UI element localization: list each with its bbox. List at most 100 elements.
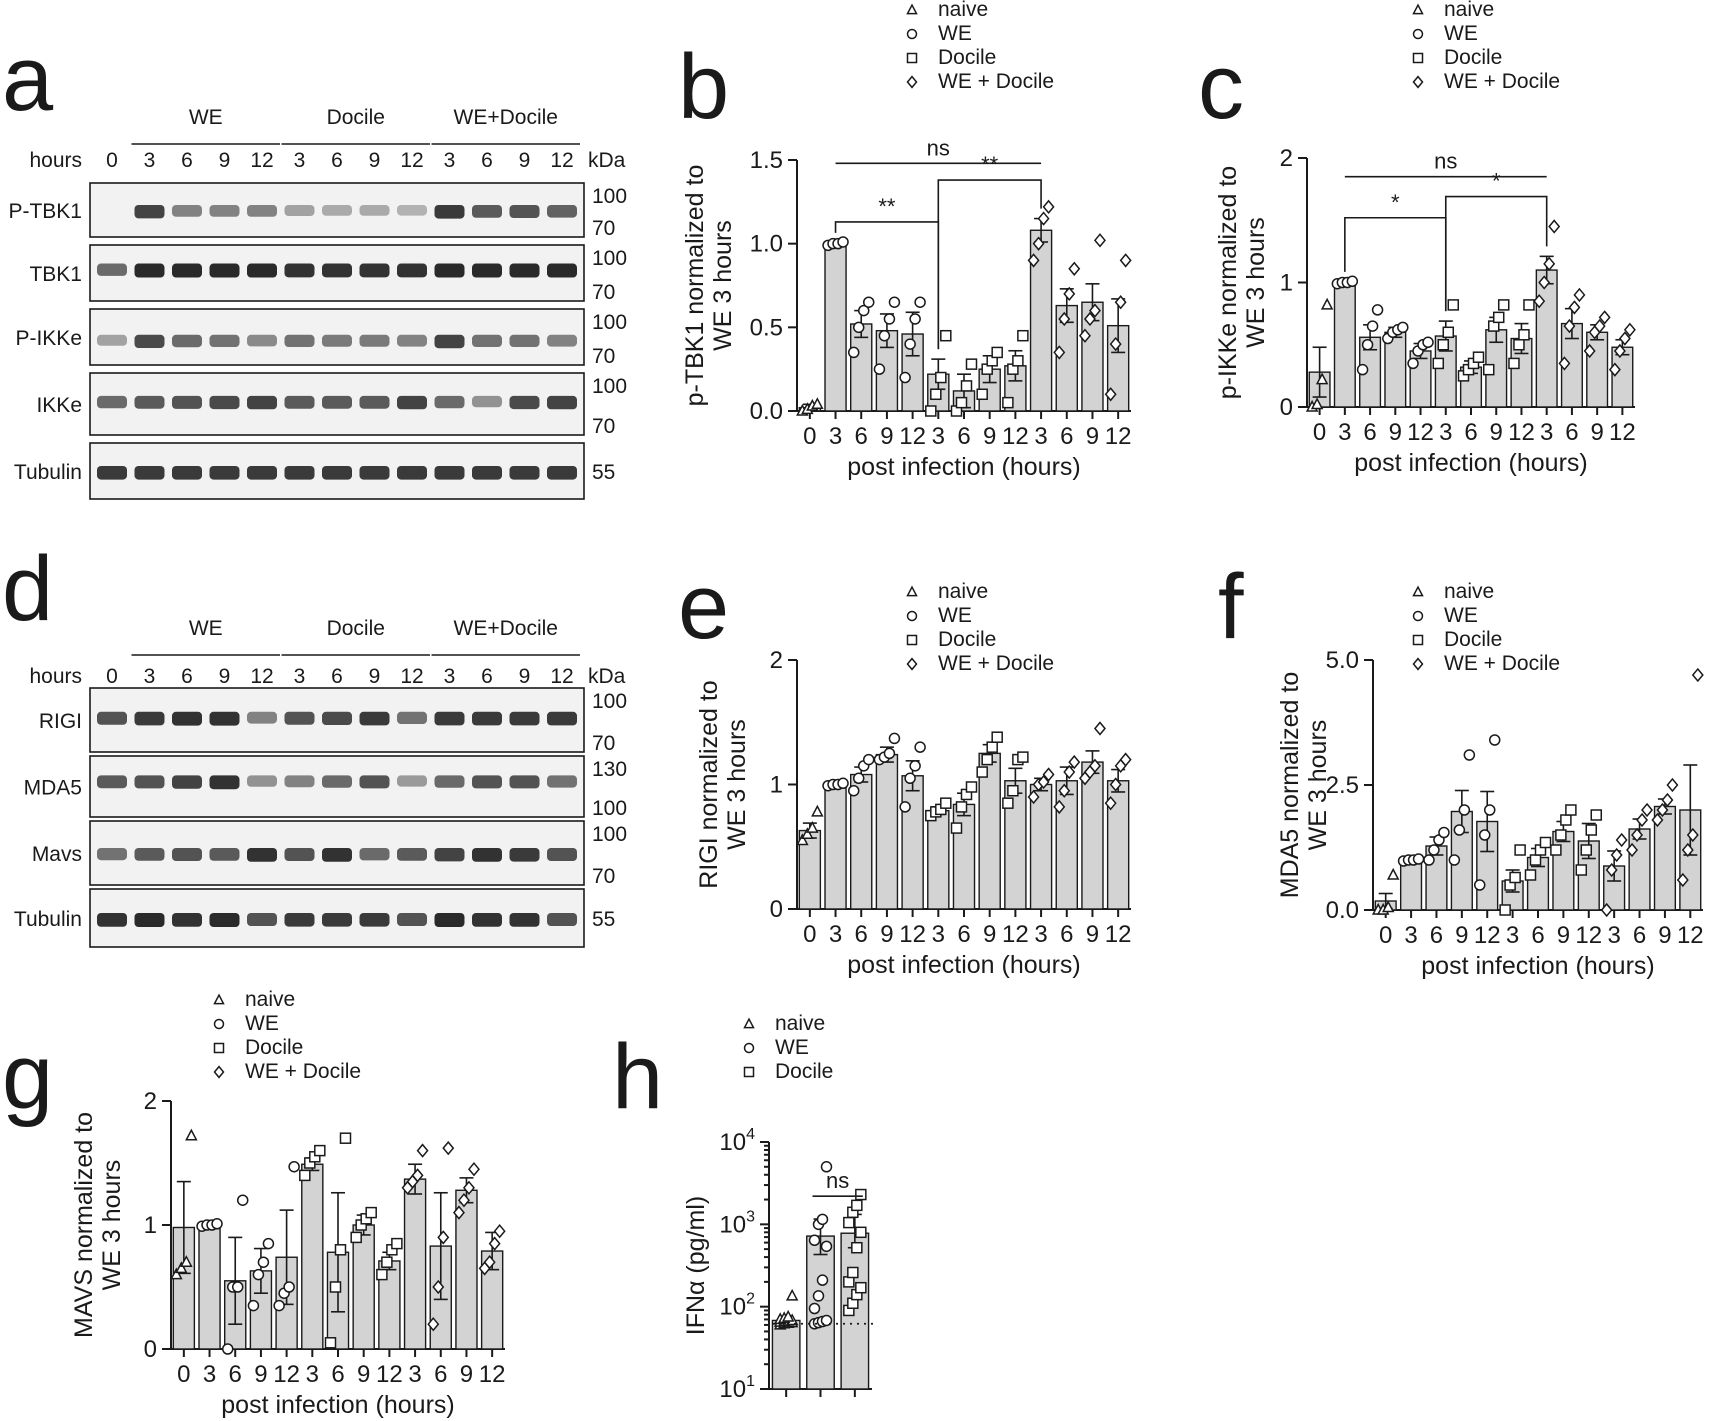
blot-band (209, 848, 240, 861)
blot-row-tbk1: TBK1 100 70 (29, 244, 627, 304)
blot-band (509, 263, 540, 278)
blot-band (509, 205, 540, 218)
blot-band (397, 775, 427, 787)
data-point-triangle (175, 1261, 188, 1274)
data-point-square (1523, 299, 1535, 311)
blot-band (134, 205, 165, 219)
x-tick-label: 12 (376, 1361, 403, 1388)
blot-band (434, 205, 465, 219)
data-point-square (965, 358, 978, 370)
data-point-diamond (1691, 667, 1704, 683)
x-tick-label: 12 (1002, 423, 1029, 450)
data-point-circle (1483, 804, 1496, 816)
blot-hours-label: hours (29, 149, 82, 172)
data-point-diamond (437, 1230, 450, 1245)
data-point-square (1472, 351, 1485, 363)
data-point-diamond (1058, 783, 1071, 798)
data-point-diamond (1088, 758, 1101, 773)
legend-label: naive (245, 988, 295, 1011)
x-tick-label: 9 (357, 1361, 370, 1388)
data-point-diamond (1636, 812, 1649, 828)
x-tick-label: 0 (1379, 922, 1392, 949)
blot-lane-label: 12 (400, 665, 423, 688)
data-point-square (1575, 864, 1588, 876)
data-point-diamond (1641, 802, 1654, 818)
data-point-diamond (1568, 300, 1581, 315)
y-tick-label: 0.0 (750, 398, 783, 425)
data-point-circle (883, 747, 896, 760)
y-axis-label: IFNα (pg/ml) (682, 1196, 710, 1335)
y-axis-label: WE 3 hours (98, 1160, 126, 1291)
significance-label: * (1391, 190, 1400, 215)
data-point-triangle (1320, 297, 1334, 310)
blot-band (547, 775, 577, 788)
y-tick-label: 101 (719, 1373, 755, 1403)
blot-lane-label: 3 (294, 149, 306, 172)
data-point-circle (914, 741, 926, 753)
data-point-circle (236, 1194, 249, 1206)
legend-marker-circle-icon (1412, 610, 1424, 622)
y-tick-label: 2.5 (1326, 772, 1359, 799)
blot-row-ikke: IKKe 100 70 (36, 372, 627, 438)
data-point-diamond (1053, 799, 1066, 815)
x-tick-label: 9 (460, 1361, 473, 1388)
x-tick-label: 12 (479, 1361, 506, 1388)
blot-kda-label: kDa (588, 149, 626, 172)
blot-band (172, 848, 202, 861)
blot-row-tubulin: Tubulin 55 (14, 888, 615, 948)
blot-band (547, 913, 577, 926)
data-point-diamond (427, 1317, 440, 1332)
bar (901, 775, 924, 910)
legend-label: WE + Docile (1444, 652, 1560, 675)
blot-band (547, 334, 577, 347)
blot-lane-label: 3 (144, 149, 156, 172)
blot-band (359, 913, 390, 927)
x-tick-label: 6 (855, 921, 868, 948)
legend-label: WE + Docile (938, 70, 1054, 93)
blot-band (509, 395, 540, 410)
blot-band (397, 334, 427, 347)
x-tick-label: 9 (983, 423, 996, 450)
data-point-diamond (1615, 832, 1628, 848)
blot-lane-label: 6 (481, 149, 493, 172)
panel-letter-a: a (2, 28, 54, 130)
blot-band (434, 334, 465, 349)
legend-label: naive (1444, 580, 1494, 603)
data-point-circle (247, 1299, 260, 1312)
significance-bracket (1444, 195, 1548, 312)
blot-lane-label: 0 (106, 665, 118, 688)
y-tick-label: 0 (144, 1336, 157, 1363)
blot-band (322, 263, 352, 278)
x-tick-label: 9 (1389, 419, 1402, 446)
data-point-circle (837, 777, 849, 790)
blot-band (359, 711, 390, 726)
blot-band (359, 775, 390, 789)
data-point-square (1539, 836, 1552, 849)
data-point-square (1497, 299, 1510, 311)
x-tick-label: 9 (983, 921, 996, 948)
blot-band (434, 466, 465, 480)
data-point-diamond (1119, 752, 1132, 767)
data-point-diamond (1078, 328, 1091, 343)
x-tick-label: 3 (1338, 419, 1351, 446)
data-point-square (955, 396, 968, 409)
data-point-diamond (1538, 275, 1551, 290)
blot-band (472, 913, 502, 927)
blot-band (472, 848, 502, 862)
x-tick-label: 12 (899, 423, 926, 450)
x-tick-label: 12 (273, 1361, 300, 1388)
blot-band (209, 775, 240, 790)
y-tick-label: 1 (770, 772, 783, 799)
data-point-diamond (1676, 872, 1689, 888)
data-point-square (935, 371, 947, 384)
y-axis-label: p-TBK1 normalized to (681, 165, 709, 407)
data-point-square (1012, 355, 1024, 367)
data-point-circle (816, 1274, 829, 1286)
blot-row-rigi: RIGI 100 70 (39, 687, 627, 755)
